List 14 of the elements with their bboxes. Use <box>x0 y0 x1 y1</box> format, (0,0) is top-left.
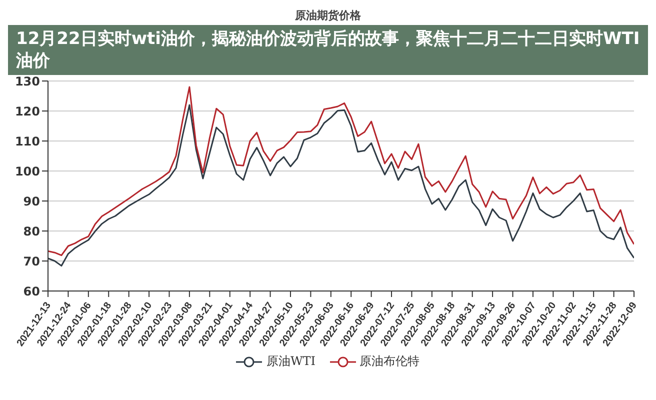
y-tick-label: 70 <box>23 254 40 268</box>
y-tick-label: 100 <box>14 164 40 178</box>
y-tick-label: 120 <box>14 104 40 118</box>
legend-label: 原油布伦特 <box>358 353 420 370</box>
line-series <box>48 86 634 256</box>
chart-title: 原油期货价格 <box>294 8 362 23</box>
line-series <box>48 104 634 267</box>
y-tick-label: 60 <box>23 284 40 298</box>
y-tick-label: 130 <box>14 74 40 88</box>
legend-label: 原油WTI <box>265 353 316 370</box>
y-tick-label: 110 <box>14 134 40 148</box>
y-tick-label: 90 <box>23 194 40 208</box>
chart-subtitle: 12月22日实时wti油价，揭秘油价波动背后的故事，聚焦十二月二十二日实时WTI油价 <box>8 25 648 75</box>
y-tick-label: 80 <box>23 224 40 238</box>
